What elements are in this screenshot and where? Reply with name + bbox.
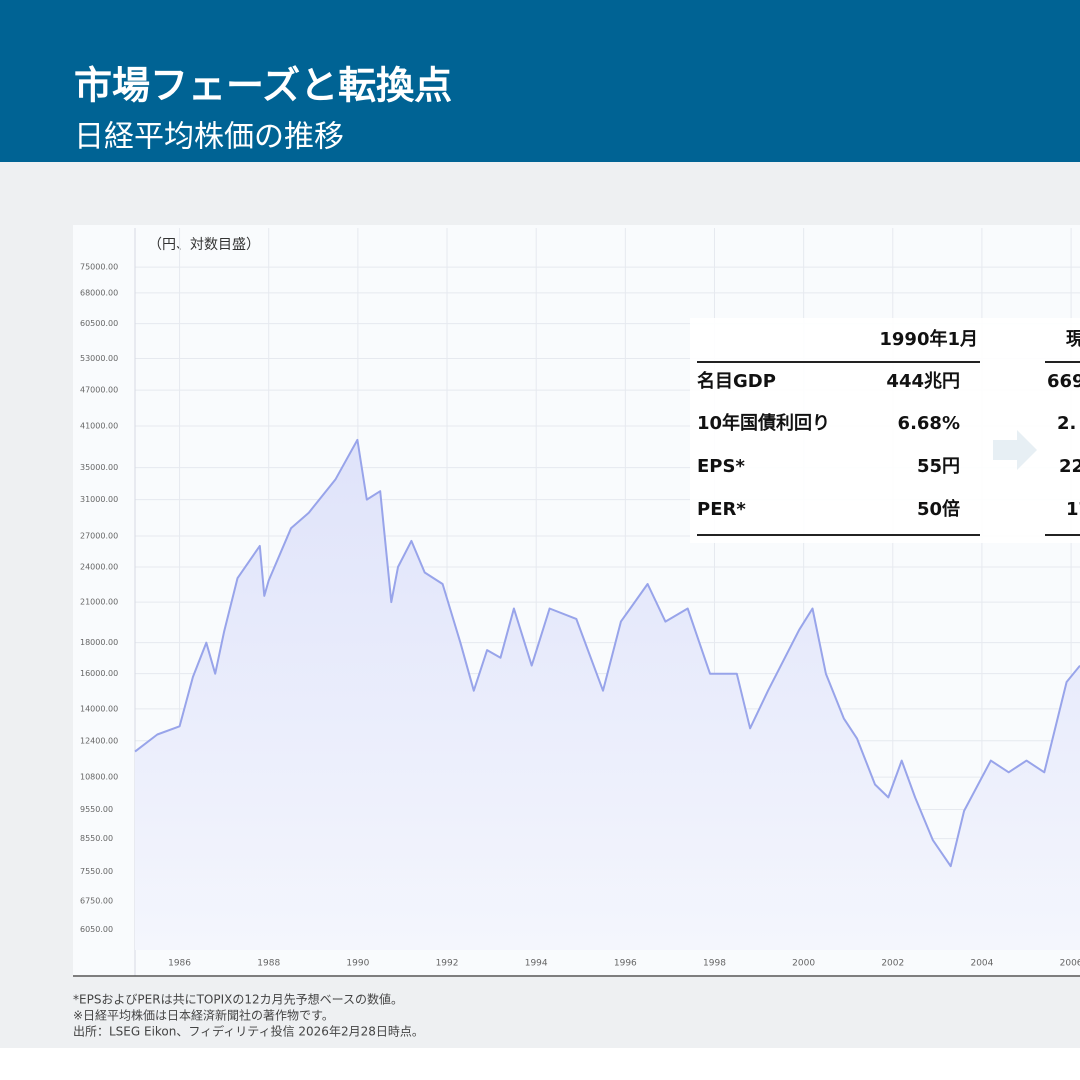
table-value: 55円	[917, 456, 960, 477]
table-value: 17	[1066, 499, 1080, 520]
x-tick-label: 1996	[614, 959, 637, 969]
x-tick-label: 1992	[436, 959, 459, 969]
y-tick-label: 16000.00	[80, 669, 118, 678]
footnote: ※日経平均株価は日本経済新聞社の著作物です。	[73, 1008, 334, 1023]
table-bg	[690, 318, 1080, 543]
table-header: 1990年1月	[879, 328, 978, 350]
x-tick-label: 2004	[970, 959, 993, 969]
y-tick-label: 6750.00	[80, 896, 113, 905]
table-value: 2.	[1057, 413, 1076, 434]
y-tick-label: 68000.00	[80, 288, 118, 297]
y-tick-label: 8550.00	[80, 834, 113, 843]
table-value: 22	[1059, 456, 1080, 477]
footnote: *EPSおよびPERは共にTOPIXの12カ月先予想ベースの数値。	[73, 992, 403, 1007]
x-tick-label: 2002	[881, 959, 904, 969]
x-tick-label: 1990	[346, 959, 369, 969]
table-value: 6.68%	[898, 413, 960, 434]
table-header: 現	[1066, 329, 1080, 350]
y-tick-label: 12400.00	[80, 736, 118, 745]
y-tick-label: 35000.00	[80, 463, 118, 472]
y-tick-label: 47000.00	[80, 386, 118, 395]
title: 市場フェーズと転換点	[74, 64, 452, 108]
y-tick-label: 10800.00	[80, 773, 118, 782]
table-label: PER*	[697, 499, 746, 520]
y-tick-label: 6050.00	[80, 925, 113, 934]
header	[0, 0, 1080, 162]
y-tick-label: 24000.00	[80, 562, 118, 571]
x-tick-label: 2006	[1060, 959, 1080, 969]
y-tick-label: 18000.00	[80, 638, 118, 647]
y-tick-label: 7550.00	[80, 867, 113, 876]
x-tick-label: 1986	[168, 959, 191, 969]
y-tick-label: 14000.00	[80, 704, 118, 713]
y-tick-label: 53000.00	[80, 354, 118, 363]
x-tick-label: 1988	[257, 959, 280, 969]
y-tick-label: 27000.00	[80, 531, 118, 540]
y-tick-label: 75000.00	[80, 263, 118, 272]
y-tick-label: 31000.00	[80, 495, 118, 504]
table-value: 444兆円	[886, 371, 960, 392]
y-tick-label: 41000.00	[80, 422, 118, 431]
table-label: 10年国債利回り	[697, 412, 830, 434]
table-value: 50倍	[917, 498, 960, 520]
line	[134, 438, 1080, 868]
y-tick-label: 9550.00	[80, 805, 113, 814]
x-tick-label: 1998	[703, 959, 726, 969]
table-value: 669	[1047, 371, 1080, 392]
subtitle: 日経平均株価の推移	[74, 120, 344, 155]
table-label: EPS*	[697, 456, 745, 477]
x-tick-label: 2000	[792, 959, 815, 969]
area	[135, 439, 1080, 950]
y-axis-label: （円、対数目盛）	[148, 237, 260, 253]
table-label: 名目GDP	[697, 370, 776, 392]
y-tick-label: 60500.00	[80, 319, 118, 328]
x-tick-label: 1994	[525, 959, 548, 969]
footnote: 出所：LSEG Eikon、フィディリティ投信 2026年2月28日時点。	[73, 1024, 424, 1039]
y-tick-label: 21000.00	[80, 598, 118, 607]
